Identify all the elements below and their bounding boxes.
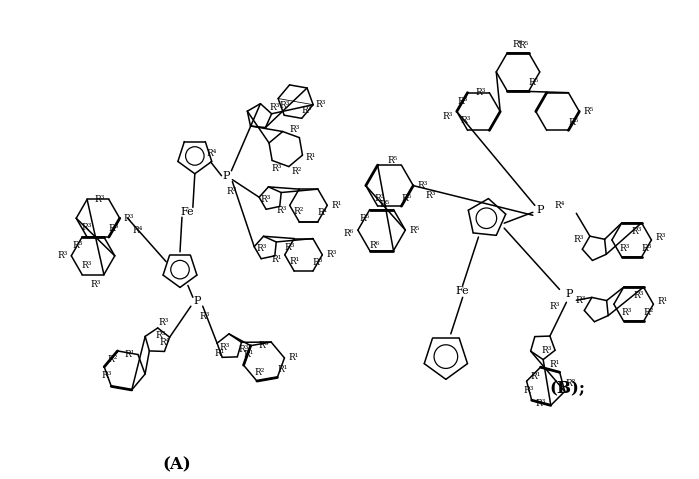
Text: R³: R³ (72, 241, 82, 251)
Text: R³: R³ (226, 187, 236, 196)
Text: R⁴: R⁴ (206, 149, 217, 159)
Text: Fe: Fe (456, 286, 470, 297)
Text: R³: R³ (631, 227, 642, 236)
Text: R¹: R¹ (243, 350, 254, 359)
Text: R⁶: R⁶ (344, 228, 354, 238)
Text: R³: R³ (461, 116, 471, 125)
Text: R³: R³ (289, 125, 300, 134)
Text: R¹: R¹ (305, 153, 315, 161)
Text: R³: R³ (575, 296, 586, 305)
Text: P: P (536, 205, 544, 216)
Text: R¹: R¹ (215, 349, 225, 357)
Text: R⁵: R⁵ (519, 41, 529, 50)
Text: R³: R³ (82, 261, 92, 270)
Text: R³: R³ (541, 346, 552, 355)
Text: R³: R³ (124, 214, 134, 223)
Text: R³: R³ (326, 251, 336, 259)
Text: R¹: R¹ (288, 354, 298, 363)
Text: R⁴: R⁴ (159, 338, 170, 347)
Text: R³: R³ (261, 195, 271, 204)
Text: R³: R³ (91, 280, 101, 289)
Text: R¹: R¹ (657, 297, 668, 306)
Text: R³: R³ (279, 101, 289, 110)
Text: R²: R² (108, 355, 118, 365)
Text: R³: R³ (457, 97, 468, 106)
Text: R⁵: R⁵ (359, 214, 370, 223)
Text: R³: R³ (316, 100, 326, 109)
Text: R³: R³ (238, 345, 248, 354)
Text: R³: R³ (375, 194, 385, 203)
Text: R³: R³ (269, 103, 280, 112)
Text: R³: R³ (277, 206, 287, 215)
Text: R³: R³ (101, 371, 111, 380)
Text: R²: R² (291, 167, 302, 176)
Text: (A): (A) (163, 457, 192, 474)
Text: R³: R³ (95, 195, 105, 204)
Text: R¹: R¹ (289, 257, 299, 266)
Text: R⁶: R⁶ (370, 241, 380, 250)
Text: R³: R³ (549, 302, 560, 311)
Text: R¹: R¹ (331, 201, 341, 210)
Text: R¹: R¹ (549, 360, 560, 369)
Text: R³: R³ (641, 244, 651, 253)
Text: R³: R³ (57, 251, 68, 260)
Text: R³: R³ (417, 181, 427, 190)
Text: R³: R³ (159, 318, 169, 327)
Text: R³: R³ (621, 308, 632, 317)
Text: R¹: R¹ (124, 350, 134, 359)
Text: R⁵: R⁵ (583, 107, 593, 116)
Text: R²: R² (643, 308, 654, 317)
Text: R³: R³ (535, 399, 546, 408)
Text: R⁵: R⁵ (401, 194, 412, 203)
Text: R⁵: R⁵ (528, 79, 539, 87)
Text: R³: R³ (524, 386, 534, 395)
Text: R³: R³ (284, 243, 294, 252)
Text: R⁵: R⁵ (409, 226, 419, 235)
Text: R³: R³ (426, 191, 436, 200)
Text: R⁵: R⁵ (387, 156, 398, 165)
Text: R³: R³ (475, 88, 486, 97)
Text: R³: R³ (82, 223, 92, 232)
Text: R²: R² (254, 368, 265, 376)
Text: R⁴: R⁴ (554, 201, 565, 210)
Text: P: P (565, 289, 573, 299)
Text: R³: R³ (633, 292, 644, 300)
Text: P: P (193, 296, 201, 306)
Text: R³: R³ (573, 235, 584, 244)
Text: R⁶: R⁶ (513, 40, 523, 49)
Text: P: P (223, 171, 230, 181)
Text: R²: R² (565, 379, 576, 388)
Text: R³: R³ (156, 331, 166, 340)
Text: R³: R³ (199, 311, 210, 320)
Text: R³: R³ (312, 258, 323, 267)
Text: R²: R² (294, 207, 304, 216)
Text: R³: R³ (256, 244, 266, 253)
Text: (B);: (B); (549, 380, 586, 397)
Text: R⁵: R⁵ (568, 118, 579, 127)
Text: R¹: R¹ (272, 255, 282, 264)
Text: R³: R³ (219, 343, 229, 352)
Text: R³: R³ (619, 244, 630, 253)
Text: R⁴: R⁴ (132, 226, 143, 235)
Text: R¹: R¹ (531, 372, 541, 380)
Text: R¹: R¹ (278, 365, 287, 374)
Text: R¹: R¹ (317, 208, 328, 217)
Text: R⁵: R⁵ (380, 200, 390, 209)
Text: R³: R³ (442, 112, 453, 121)
Text: R³: R³ (108, 224, 119, 233)
Text: R³: R³ (272, 164, 282, 173)
Text: Fe: Fe (180, 207, 194, 217)
Text: R³: R³ (258, 342, 268, 351)
Text: R³: R³ (301, 106, 312, 115)
Text: R³: R³ (655, 232, 665, 241)
